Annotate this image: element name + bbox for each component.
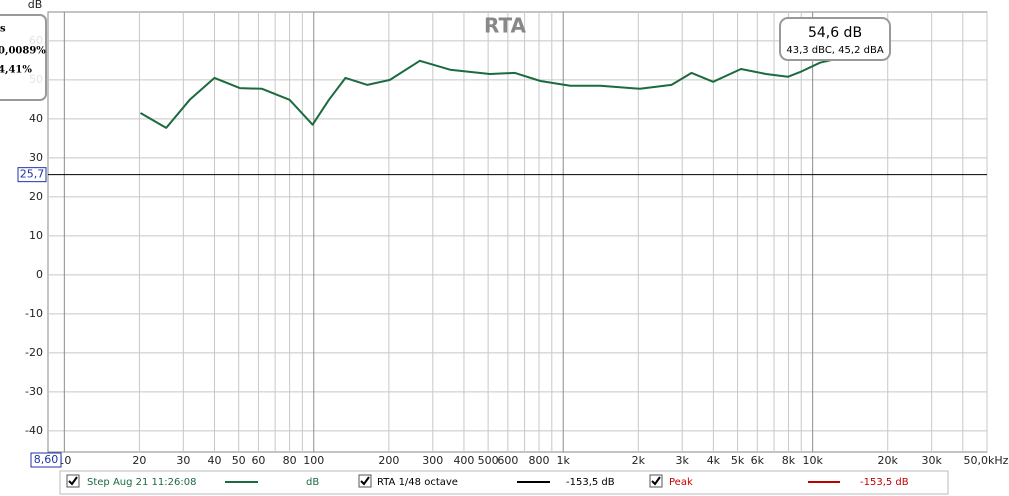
x-tick-label: 400: [453, 454, 474, 467]
series-line: [139, 57, 841, 129]
checkmark: [651, 476, 661, 486]
side-panel: s 0,0089% 4,41%: [0, 14, 47, 101]
x-tick-label: 40: [208, 454, 222, 467]
x-tick-label: 6k: [751, 454, 765, 467]
checkbox[interactable]: [66, 474, 80, 488]
x-tick-label: 20: [132, 454, 146, 467]
x-tick-label: 8k: [782, 454, 796, 467]
checkmark: [68, 476, 78, 486]
y-tick-label: 20: [29, 190, 43, 203]
x-tick-label: 500: [478, 454, 499, 467]
cursor-x-box: [30, 452, 62, 468]
checkbox[interactable]: [358, 474, 372, 488]
x-tick-label: 10k: [802, 454, 823, 467]
y-tick-label: -40: [25, 424, 43, 437]
legend-unit: dB: [306, 477, 319, 488]
readout-box: [779, 17, 891, 61]
x-tick-label: 200: [378, 454, 399, 467]
x-tick-label: 100: [303, 454, 324, 467]
readout-weighted: 43,3 dBC, 45,2 dBA: [786, 45, 883, 56]
side-panel-text: s: [0, 24, 6, 35]
x-tick-label: 300: [422, 454, 443, 467]
legend-box: [59, 470, 949, 495]
y-tick-label: 10: [29, 229, 43, 242]
x-tick-label: 2k: [632, 454, 646, 467]
legend-value: -153,5 dB: [860, 477, 909, 488]
chart-title: RTA: [484, 14, 527, 38]
legend-label: Step Aug 21 11:26:08: [87, 477, 196, 488]
checkmark: [360, 476, 370, 486]
x-tick-label: 30k: [921, 454, 942, 467]
readout-level: 54,6 dB: [808, 25, 862, 41]
side-panel-box: [0, 14, 47, 101]
y-tick-label: 0: [36, 268, 43, 281]
x-tick-label: 1k: [557, 454, 571, 467]
legend-label: Peak: [669, 477, 693, 488]
side-panel-text: 4,41%: [0, 65, 32, 76]
legend: Step Aug 21 11:26:08 dB RTA 1/48 octave …: [59, 470, 949, 495]
x-tick-label: 20k: [878, 454, 899, 467]
y-tick-label: -30: [25, 385, 43, 398]
x-tick-label: 800: [529, 454, 550, 467]
y-tick-label: -20: [25, 346, 43, 359]
y-tick-label: 30: [29, 151, 43, 164]
x-tick-label: 3k: [676, 454, 690, 467]
x-tick-label: 50: [232, 454, 246, 467]
x-tick-label: 60: [251, 454, 265, 467]
legend-value: -153,5 dB: [566, 477, 615, 488]
x-tick-label: 600: [497, 454, 518, 467]
x-tick-label: 4k: [707, 454, 721, 467]
y-tick-label: -10: [25, 307, 43, 320]
readout: 54,6 dB 43,3 dBC, 45,2 dBA: [779, 17, 891, 61]
y-tick-label: 40: [29, 112, 43, 125]
x-tick-label: 5k: [731, 454, 745, 467]
x-tick-label: 30: [176, 454, 190, 467]
legend-label: RTA 1/48 octave: [377, 477, 458, 488]
checkbox[interactable]: [649, 474, 663, 488]
x-tick-label: 80: [283, 454, 297, 467]
x-tick-label: 50,0kHz: [964, 454, 1009, 467]
cursor-x-label: 8,60: [34, 453, 59, 466]
y-axis-label: dB: [28, 0, 43, 11]
cursor-y-box: [17, 167, 47, 183]
cursor-y-label: 25,7: [20, 168, 45, 181]
side-panel-text: 0,0089%: [0, 46, 46, 57]
plot-area: [47, 11, 988, 453]
